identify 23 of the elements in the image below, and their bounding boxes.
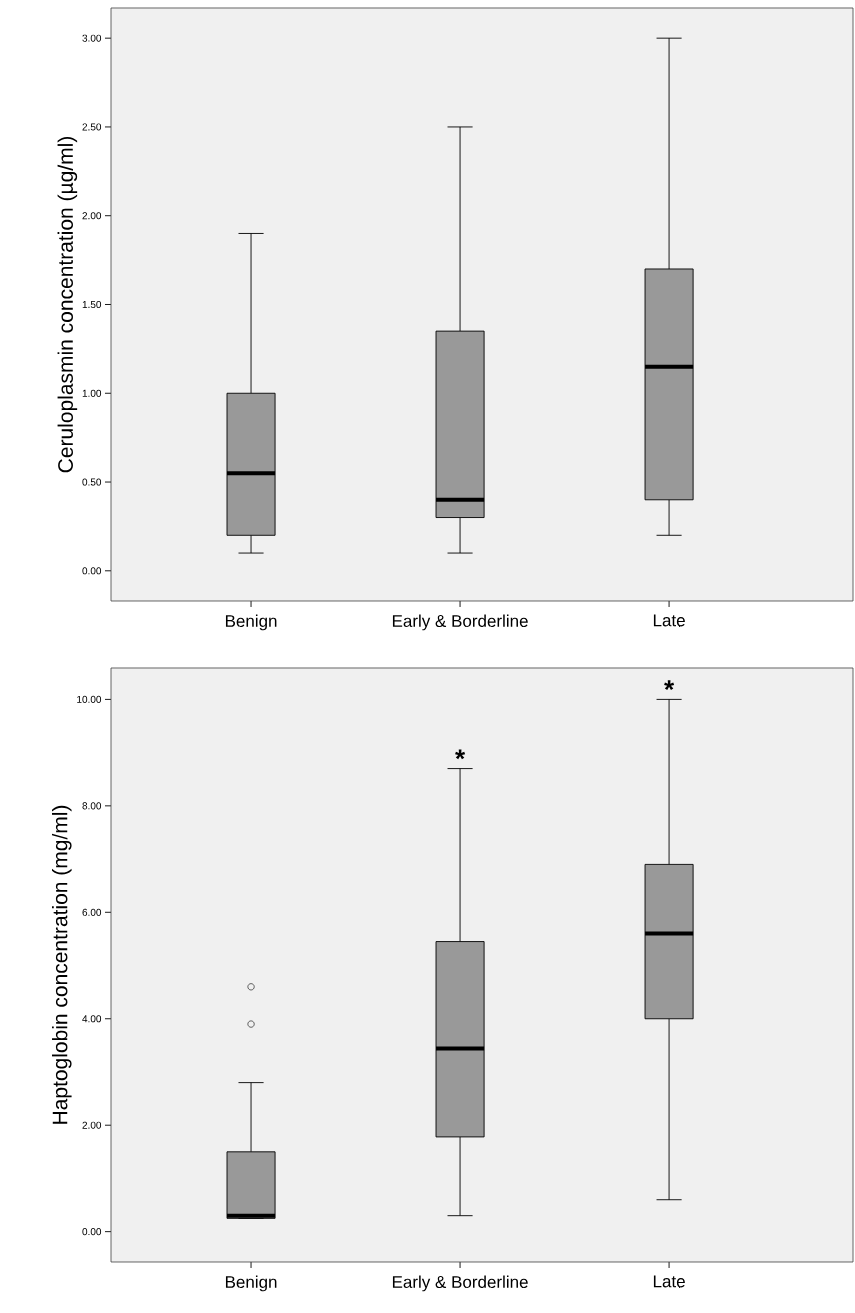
x-tick-label: Benign: [225, 1275, 277, 1292]
y-tick-label: 2.00: [82, 212, 102, 220]
y-tick-label: 6.00: [82, 908, 102, 916]
y-tick-label: 10.00: [77, 695, 102, 703]
y-tick-label: 8.00: [82, 802, 102, 810]
y-tick-label: 1.50: [82, 300, 102, 309]
annotation: *: [455, 749, 466, 760]
y-tick-label: 2.00: [82, 1121, 102, 1129]
x-tick-label: Early & Borderline: [392, 1275, 528, 1292]
y-tick-label: 3.00: [82, 34, 102, 42]
x-tick-label: Early & Borderline: [392, 614, 528, 631]
x-tick-label: Late: [653, 614, 685, 627]
y-tick-label: 0.00: [82, 1228, 102, 1236]
y-tick-label: 0.50: [82, 478, 102, 486]
y-tick-label: 0.00: [82, 567, 102, 575]
y-axis-title: Ceruloplasmin concentration (µg/ml): [57, 137, 78, 473]
x-tick-label: Late: [653, 1275, 685, 1288]
y-tick-label: 1.00: [82, 389, 102, 397]
y-tick-label: 2.50: [82, 123, 102, 131]
y-tick-label: 4.00: [82, 1015, 102, 1023]
y-axis-title: Haptoglobin concentration (mg/ml): [52, 805, 72, 1124]
annotation: *: [664, 680, 675, 690]
x-tick-label: Benign: [225, 614, 277, 631]
